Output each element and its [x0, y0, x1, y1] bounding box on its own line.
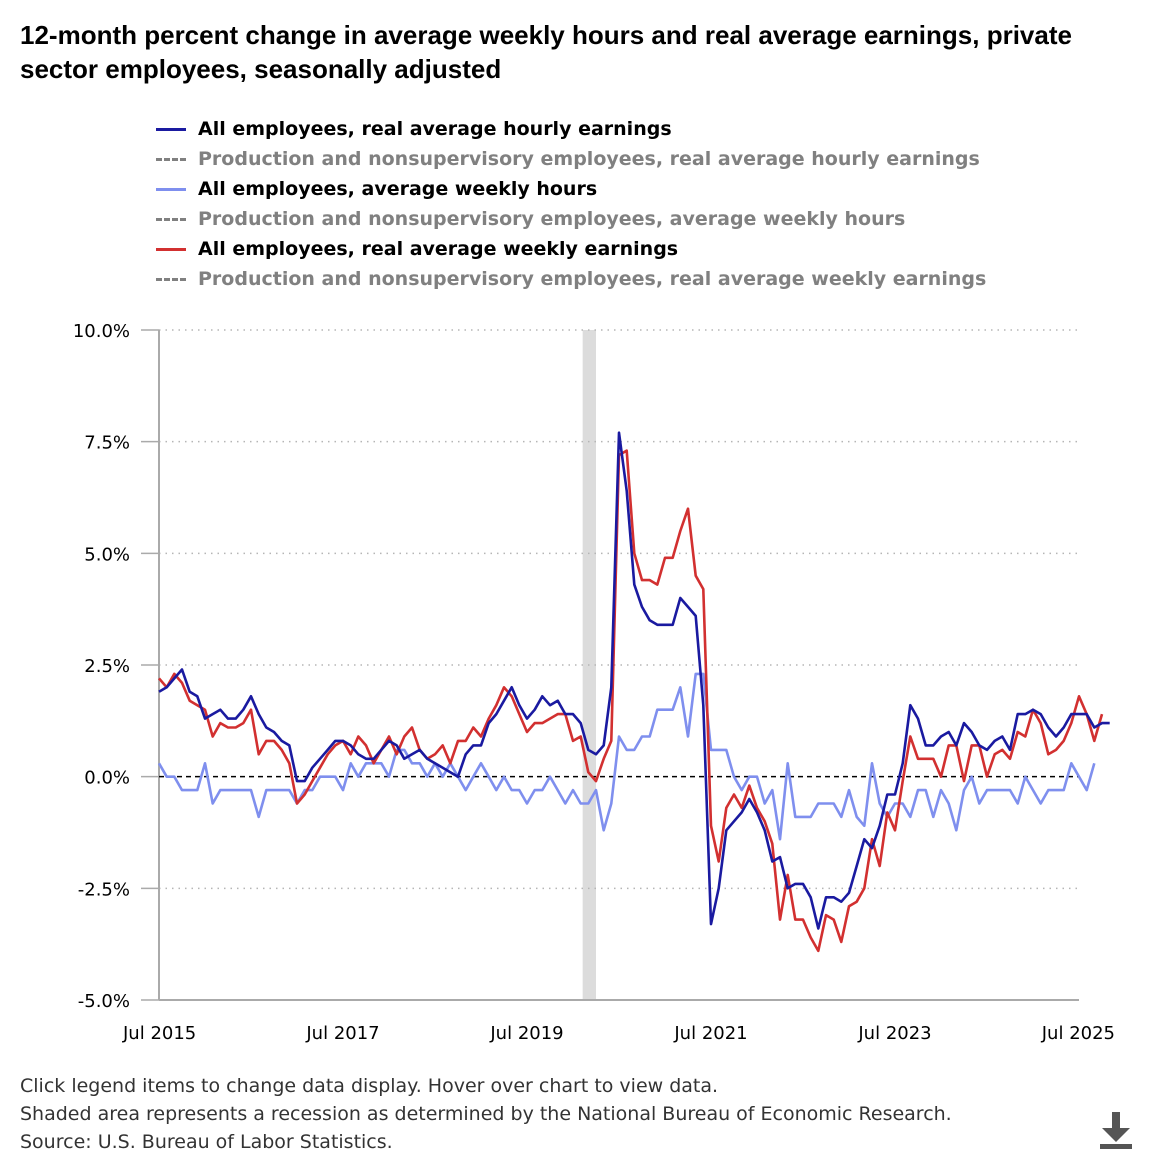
- legend-item-prod-real-hourly-earnings[interactable]: Production and nonsupervisory employees,…: [156, 144, 1136, 174]
- legend-item-real-weekly-earnings[interactable]: All employees, real average weekly earni…: [156, 234, 1136, 264]
- legend-swatch: [156, 187, 186, 191]
- note-source: Source: U.S. Bureau of Labor Statistics.: [20, 1131, 393, 1153]
- chart-notes: Click legend items to change data displa…: [20, 1072, 952, 1156]
- download-icon[interactable]: [1098, 1110, 1134, 1150]
- legend-item-prod-weekly-hours[interactable]: Production and nonsupervisory employees,…: [156, 204, 1136, 234]
- note-interaction: Click legend items to change data displa…: [20, 1075, 719, 1097]
- legend-swatch: [156, 247, 186, 251]
- legend-label: Production and nonsupervisory employees,…: [198, 268, 987, 290]
- series-line-real-hourly-earnings: [158, 431, 1110, 930]
- x-tick-label: Jul 2025: [1041, 1023, 1115, 1044]
- legend-label: All employees, real average hourly earni…: [198, 118, 672, 140]
- note-recession: Shaded area represents a recession as de…: [20, 1103, 952, 1125]
- legend-item-weekly-hours[interactable]: All employees, average weekly hours: [156, 174, 1136, 204]
- legend-swatch: [156, 277, 186, 281]
- line-chart[interactable]: -5.0% -2.5% 0.0% 2.5% 5.0% 7.5% 10.0% Jul 2015 J…: [0, 310, 1160, 1055]
- legend-swatch: [156, 127, 186, 131]
- x-tick-label: Jul 2023: [857, 1023, 931, 1044]
- x-tick-label: Jul 2019: [489, 1023, 563, 1044]
- x-tick-label: Jul 2015: [122, 1023, 196, 1044]
- y-tick-label: 7.5%: [84, 433, 130, 454]
- y-tick-label: 10.0%: [73, 321, 130, 342]
- legend-label: Production and nonsupervisory employees,…: [198, 148, 980, 170]
- legend-swatch: [156, 157, 186, 161]
- legend-swatch: [156, 217, 186, 221]
- legend-label: All employees, real average weekly earni…: [198, 238, 679, 260]
- y-tick-label: 5.0%: [84, 544, 130, 565]
- x-tick-label: Jul 2017: [305, 1023, 379, 1044]
- chart-title: 12-month percent change in average weekl…: [20, 20, 1072, 84]
- y-tick-label: -2.5%: [78, 879, 130, 900]
- legend-item-real-hourly-earnings[interactable]: All employees, real average hourly earni…: [156, 114, 1136, 144]
- legend-item-prod-real-weekly-earnings[interactable]: Production and nonsupervisory employees,…: [156, 264, 1136, 294]
- y-tick-label: 0.0%: [84, 768, 130, 789]
- legend: All employees, real average hourly earni…: [156, 114, 1136, 294]
- x-tick-label: Jul 2021: [673, 1023, 747, 1044]
- series-line-real-weekly-earnings: [158, 449, 1104, 953]
- y-tick-label: -5.0%: [78, 991, 130, 1012]
- y-tick-label: 2.5%: [84, 656, 130, 677]
- legend-label: All employees, average weekly hours: [198, 178, 598, 200]
- series-line-weekly-hours: [157, 672, 1096, 841]
- legend-label: Production and nonsupervisory employees,…: [198, 208, 906, 230]
